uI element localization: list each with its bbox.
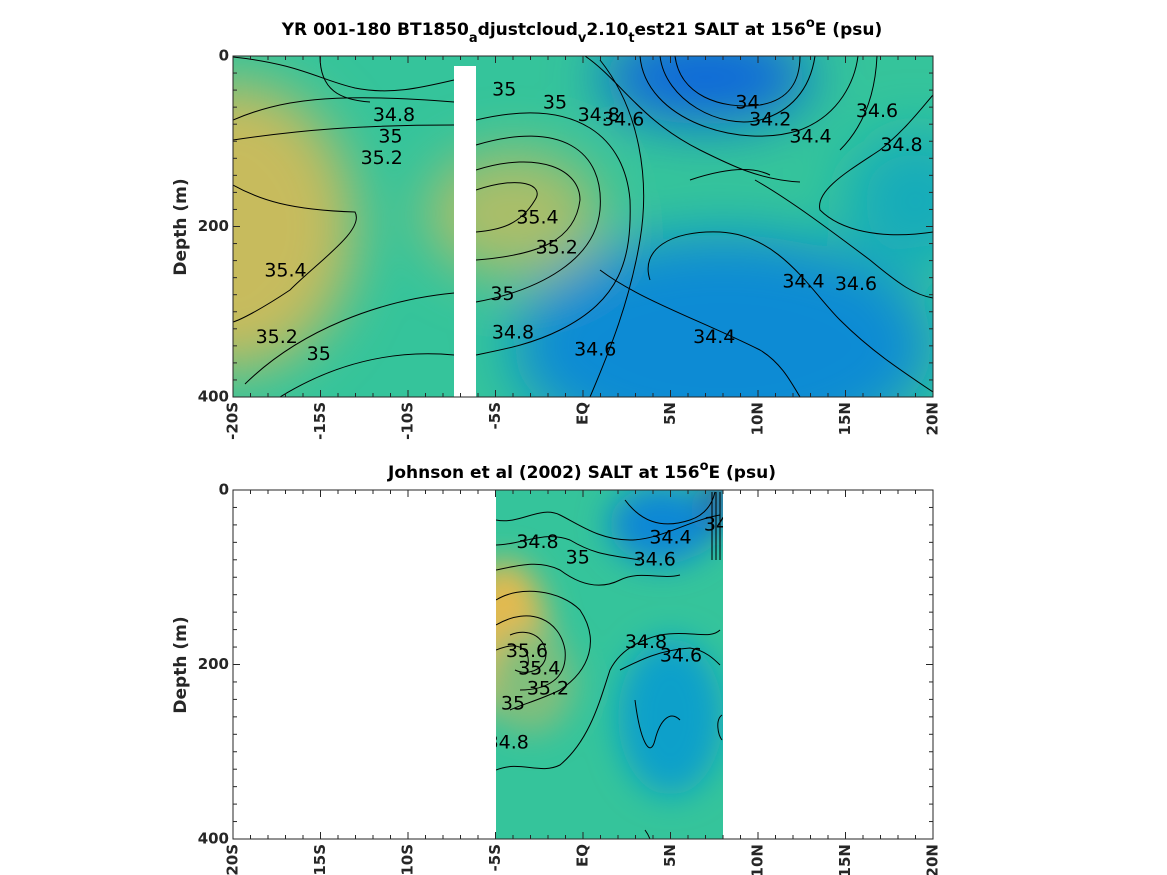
top-contour-label: 34.8 [373, 104, 415, 126]
top-contour-label: 35.2 [536, 236, 578, 258]
bottom-panel: Johnson et al (2002) SALT at 156oE (psu) [171, 459, 942, 875]
top-contour-lines [233, 56, 933, 397]
bottom-y-axis-label: Depth (m) [171, 616, 191, 713]
bottom-contour-label: 35.4 [518, 657, 560, 679]
bottom-contour-label: 34.8 [487, 732, 529, 754]
top-x-tick-label: -15S [311, 402, 329, 440]
bottom-contour-label: 34.8 [625, 631, 667, 653]
bottom-y-tick-label: 0 [219, 481, 229, 499]
top-x-tick-label: -20S [224, 402, 242, 440]
top-contour-label: 34.8 [492, 322, 534, 344]
bottom-contour-label: 34.4 [649, 526, 691, 548]
top-y-tick-label: 200 [198, 217, 229, 235]
top-contour-label: 34 [735, 91, 759, 113]
top-contour-label: 34.8 [880, 134, 922, 156]
top-x-tick-label: EQ [574, 402, 592, 425]
bottom-field-window: 34.83534.43434.635.635.435.23534.834.634… [487, 490, 728, 839]
top-contour-label: 34.4 [782, 270, 824, 292]
top-salinity-field: 34.83535.235.435.235353534.834.63434.234… [233, 56, 933, 397]
bottom-x-tick-label: 15N [836, 844, 854, 875]
top-y-tick-label: 400 [198, 388, 229, 406]
top-contour-label: 35.4 [264, 259, 306, 281]
top-y-axis-label: Depth (m) [171, 178, 191, 275]
top-field-blob-4 [845, 132, 933, 270]
bottom-y-tick-label: 200 [198, 655, 229, 673]
top-contour-label: 34.6 [574, 339, 616, 361]
top-field-blob-2 [600, 56, 811, 125]
bottom-contour-lines [496, 491, 723, 839]
bottom-x-tick-label: EQ [574, 844, 592, 867]
bottom-y-tick-label: 400 [198, 830, 229, 848]
bottom-title: Johnson et al (2002) SALT at 156oE (psu) [387, 459, 776, 483]
top-contour-label: 34.8 [578, 104, 620, 126]
top-contour-label: 35.2 [361, 147, 403, 169]
bottom-x-tick-label: 20N [924, 844, 942, 875]
bottom-contour-label: 35.6 [506, 640, 548, 662]
top-contour-label: 35 [543, 91, 567, 113]
top-title: YR 001-180 BT1850adjustcloudv2.10test21 … [281, 16, 882, 46]
top-field-blob-3 [513, 235, 933, 397]
bottom-contour-label: 34.6 [660, 644, 702, 666]
bottom-contour-label: 34.6 [634, 548, 676, 570]
top-contour-label: 35 [492, 79, 516, 101]
top-contour-label: 35 [490, 283, 514, 305]
bottom-x-tick-label: 5N [661, 844, 679, 867]
bottom-x-axis: -20S -15S -10S -5S EQ 5N 10N 15N 20N [224, 490, 942, 875]
top-x-tick-label: -10S [399, 402, 417, 440]
top-contour-label: 34.6 [835, 273, 877, 295]
bottom-x-tick-label: -20S [224, 844, 242, 875]
bottom-x-tick-label: -5S [486, 844, 504, 871]
top-contour-label: 34.4 [693, 326, 735, 348]
bottom-contour-label: 34 [704, 513, 728, 535]
top-contour-label: 35.2 [256, 326, 298, 348]
bottom-contour-label: 35 [501, 692, 525, 714]
top-contour-label: 34.4 [789, 125, 831, 147]
bottom-x-tick-label: -15S [311, 844, 329, 875]
top-data-gap [454, 66, 476, 397]
top-contour-label: 34.6 [856, 100, 898, 122]
top-contour-label: 35 [378, 125, 402, 147]
bottom-salinity-field: 34.83534.43434.635.635.435.23534.834.634… [487, 490, 728, 839]
top-x-axis: -20S -15S -10S -5S EQ 5N 10N 15N 20N [224, 56, 942, 440]
top-contour-label: 35.4 [516, 206, 558, 228]
bottom-contour-labels: 34.83534.43434.635.635.435.23534.834.634… [487, 513, 728, 754]
bottom-x-tick-label: 10N [749, 844, 767, 875]
top-contour-labels: 34.83535.235.435.235353534.834.63434.234… [256, 79, 923, 365]
top-contour-label: 35 [307, 343, 331, 365]
top-panel: YR 001-180 BT1850adjustcloudv2.10test21 … [171, 16, 942, 440]
bottom-y-axis: 0 200 400 [198, 481, 933, 848]
bottom-contour-label: 35 [566, 547, 590, 569]
top-y-axis: 0 200 400 [198, 47, 933, 406]
bottom-contour-label: 35.2 [527, 677, 569, 699]
top-x-tick-label: -5S [486, 402, 504, 429]
bottom-x-tick-label: -10S [399, 844, 417, 875]
top-x-tick-label: 15N [836, 402, 854, 435]
top-x-tick-label: 10N [749, 402, 767, 435]
bottom-field-blob-2 [609, 490, 715, 565]
bottom-field-blob-4 [618, 638, 723, 796]
top-y-tick-label: 0 [219, 47, 229, 65]
top-contour-label: 34.2 [749, 108, 791, 130]
bottom-contour-label: 34.8 [516, 531, 558, 553]
top-x-tick-label: 5N [661, 402, 679, 425]
top-contour-label: 34.6 [602, 108, 644, 130]
top-x-tick-label: 20N [924, 402, 942, 435]
top-field-blob-0 [233, 81, 356, 372]
